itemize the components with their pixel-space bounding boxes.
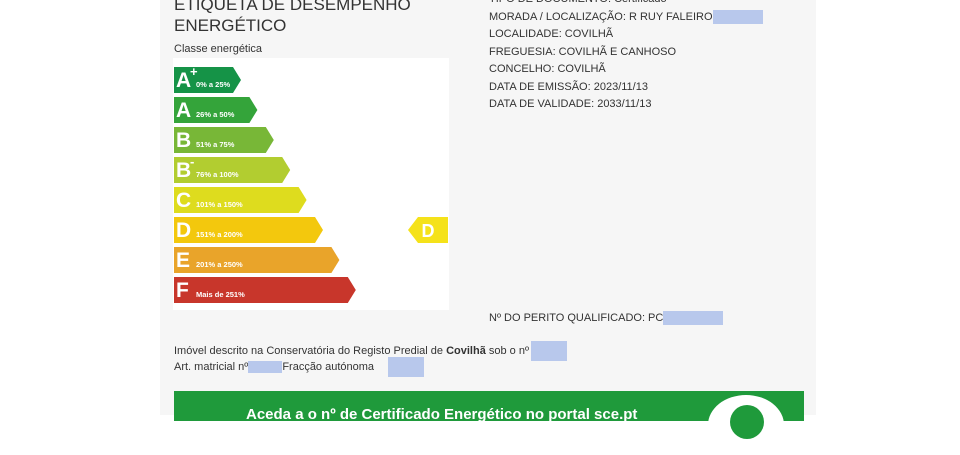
energy-label: A +0% a 25% A 26% a 50% B 51% a 75% B -76% a 10…	[173, 58, 449, 310]
rating-marker	[408, 217, 448, 243]
text: Covilhã	[446, 344, 486, 357]
rating-letter: D	[422, 221, 435, 241]
info-text: FREGUESIA: COVILHÃ E CANHOSO	[489, 45, 677, 58]
page: {"header": {"title": "ETIQUETA DE DESEMP…	[173, 0, 804, 439]
class-modifier: -	[190, 154, 194, 169]
info-text: DATA DE EMISSÃO: 2023/11/13	[489, 80, 648, 93]
class-range: 76% a 100%	[196, 170, 239, 179]
redaction	[388, 357, 425, 377]
perito-text: Nº DO PERITO QUALIFICADO: PC	[489, 312, 664, 324]
info-text: CONCELHO: COVILHÃ	[489, 63, 606, 75]
class-modifier: +	[190, 64, 198, 79]
info-row: FREGUESIA: COVILHÃ E CANHOSO	[489, 44, 763, 62]
class-letter: A	[176, 69, 191, 92]
redaction	[248, 361, 283, 373]
text: Art. matricial nº	[174, 360, 249, 373]
class-label: Classe energética	[174, 43, 263, 55]
info-list: TIPO DE DOCUMENTO: Certificado MORADA / L…	[489, 0, 763, 114]
class-range: 51% a 75%	[196, 140, 235, 149]
title: ETIQUETA DE DESEMPENHO ENERGÉTICO	[174, 0, 411, 35]
class-bar	[174, 157, 291, 183]
info-row: DATA DE VALIDADE: 2033/11/13	[489, 96, 763, 114]
class-range: 201% a 250%	[196, 260, 243, 269]
info-text: LOCALIDADE: COVILHÃ	[489, 28, 614, 40]
class-letter: B	[176, 129, 191, 152]
info-row: LOCALIDADE: COVILHÃ	[489, 26, 763, 44]
class-range: 0% a 25%	[196, 80, 231, 89]
info-text: DATA DE VALIDADE: 2033/11/13	[489, 98, 652, 110]
class-bar	[174, 127, 274, 153]
info-row: TIPO DE DOCUMENTO: Certificado	[489, 0, 763, 9]
perito: Nº DO PERITO QUALIFICADO: PC	[489, 310, 724, 328]
class-letter: F	[176, 279, 189, 302]
class-range: Mais de 251%	[196, 290, 245, 299]
class-bar	[174, 67, 241, 93]
info-text: MORADA / LOCALIZAÇÃO: R RUY FALEIRO	[489, 10, 713, 23]
text: sob o nº	[485, 344, 529, 357]
info-row: CONCELHO: COVILHÃ	[489, 61, 763, 79]
class-range: 26% a 50%	[196, 110, 235, 119]
class-bar	[174, 187, 307, 213]
redaction	[663, 311, 724, 326]
logo-mark	[730, 405, 764, 439]
text: Fracção autónoma	[282, 360, 375, 373]
text: Imóvel descrito na Conservatória do Regi…	[174, 344, 447, 357]
class-bar	[174, 277, 356, 303]
class-letter: B	[176, 159, 191, 182]
info-text: TIPO DE DOCUMENTO: Certificado	[489, 0, 667, 5]
info-row: MORADA / LOCALIZAÇÃO: R RUY FALEIRO	[489, 9, 763, 27]
footer-line-2: Art. matricial nº Fracção autónoma	[174, 357, 425, 377]
class-range: 101% a 150%	[196, 200, 243, 209]
energy-scale: A+0% a 25%A 26% a 50%B 51% a 75%B-76% a 10…	[174, 64, 448, 303]
info-row: DATA DE EMISSÃO: 2023/11/13	[489, 79, 763, 97]
redaction	[531, 341, 567, 361]
footer-line-1: Imóvel descrito na Conservatória do Regi…	[174, 341, 567, 361]
class-letter: D	[176, 219, 191, 242]
class-bar	[174, 217, 323, 243]
class-letter: A	[176, 99, 191, 122]
redaction	[712, 9, 763, 24]
class-letter: C	[176, 189, 191, 212]
class-bar	[174, 247, 340, 273]
class-letter: E	[176, 249, 190, 272]
class-bar	[174, 97, 258, 123]
class-range: 151% a 200%	[196, 230, 243, 239]
